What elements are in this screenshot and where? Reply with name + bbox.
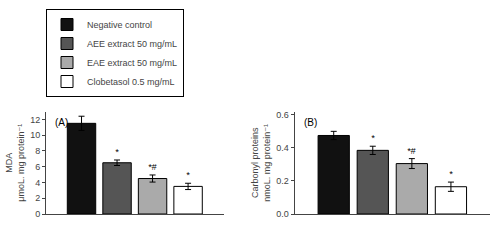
svg-text:*: *: [371, 133, 375, 143]
svg-text:*#: *#: [407, 146, 417, 156]
svg-text:0.6: 0.6: [276, 110, 289, 120]
svg-text:Negative control: Negative control: [87, 20, 152, 30]
svg-text:MDAμmoL. mg protein⁻¹: MDAμmoL. mg protein⁻¹: [4, 124, 26, 202]
svg-text:0.4: 0.4: [276, 143, 289, 153]
svg-text:Carbonyl proteinsnmoL. mg prot: Carbonyl proteinsnmoL. mg protein⁻¹: [250, 124, 272, 202]
svg-text:(A): (A): [55, 117, 68, 128]
svg-text:8: 8: [35, 146, 40, 156]
svg-text:2: 2: [35, 193, 40, 203]
svg-text:*: *: [186, 170, 190, 180]
svg-text:EAE extract 50 mg/mL: EAE extract 50 mg/mL: [87, 58, 177, 68]
svg-text:(B): (B): [304, 117, 317, 128]
svg-text:0.2: 0.2: [276, 176, 289, 186]
svg-text:*#: *#: [148, 162, 158, 172]
svg-text:*: *: [115, 147, 119, 157]
svg-text:10: 10: [30, 130, 40, 140]
svg-text:0.0: 0.0: [276, 209, 289, 219]
svg-text:6: 6: [35, 162, 40, 172]
svg-text:Clobetasol 0.5 mg/mL: Clobetasol 0.5 mg/mL: [87, 77, 175, 87]
svg-text:*: *: [449, 169, 453, 179]
svg-text:12: 12: [30, 115, 40, 125]
svg-text:0: 0: [35, 209, 40, 219]
svg-text:4: 4: [35, 178, 40, 188]
svg-text:AEE extract 50 mg/mL: AEE extract 50 mg/mL: [87, 39, 177, 49]
